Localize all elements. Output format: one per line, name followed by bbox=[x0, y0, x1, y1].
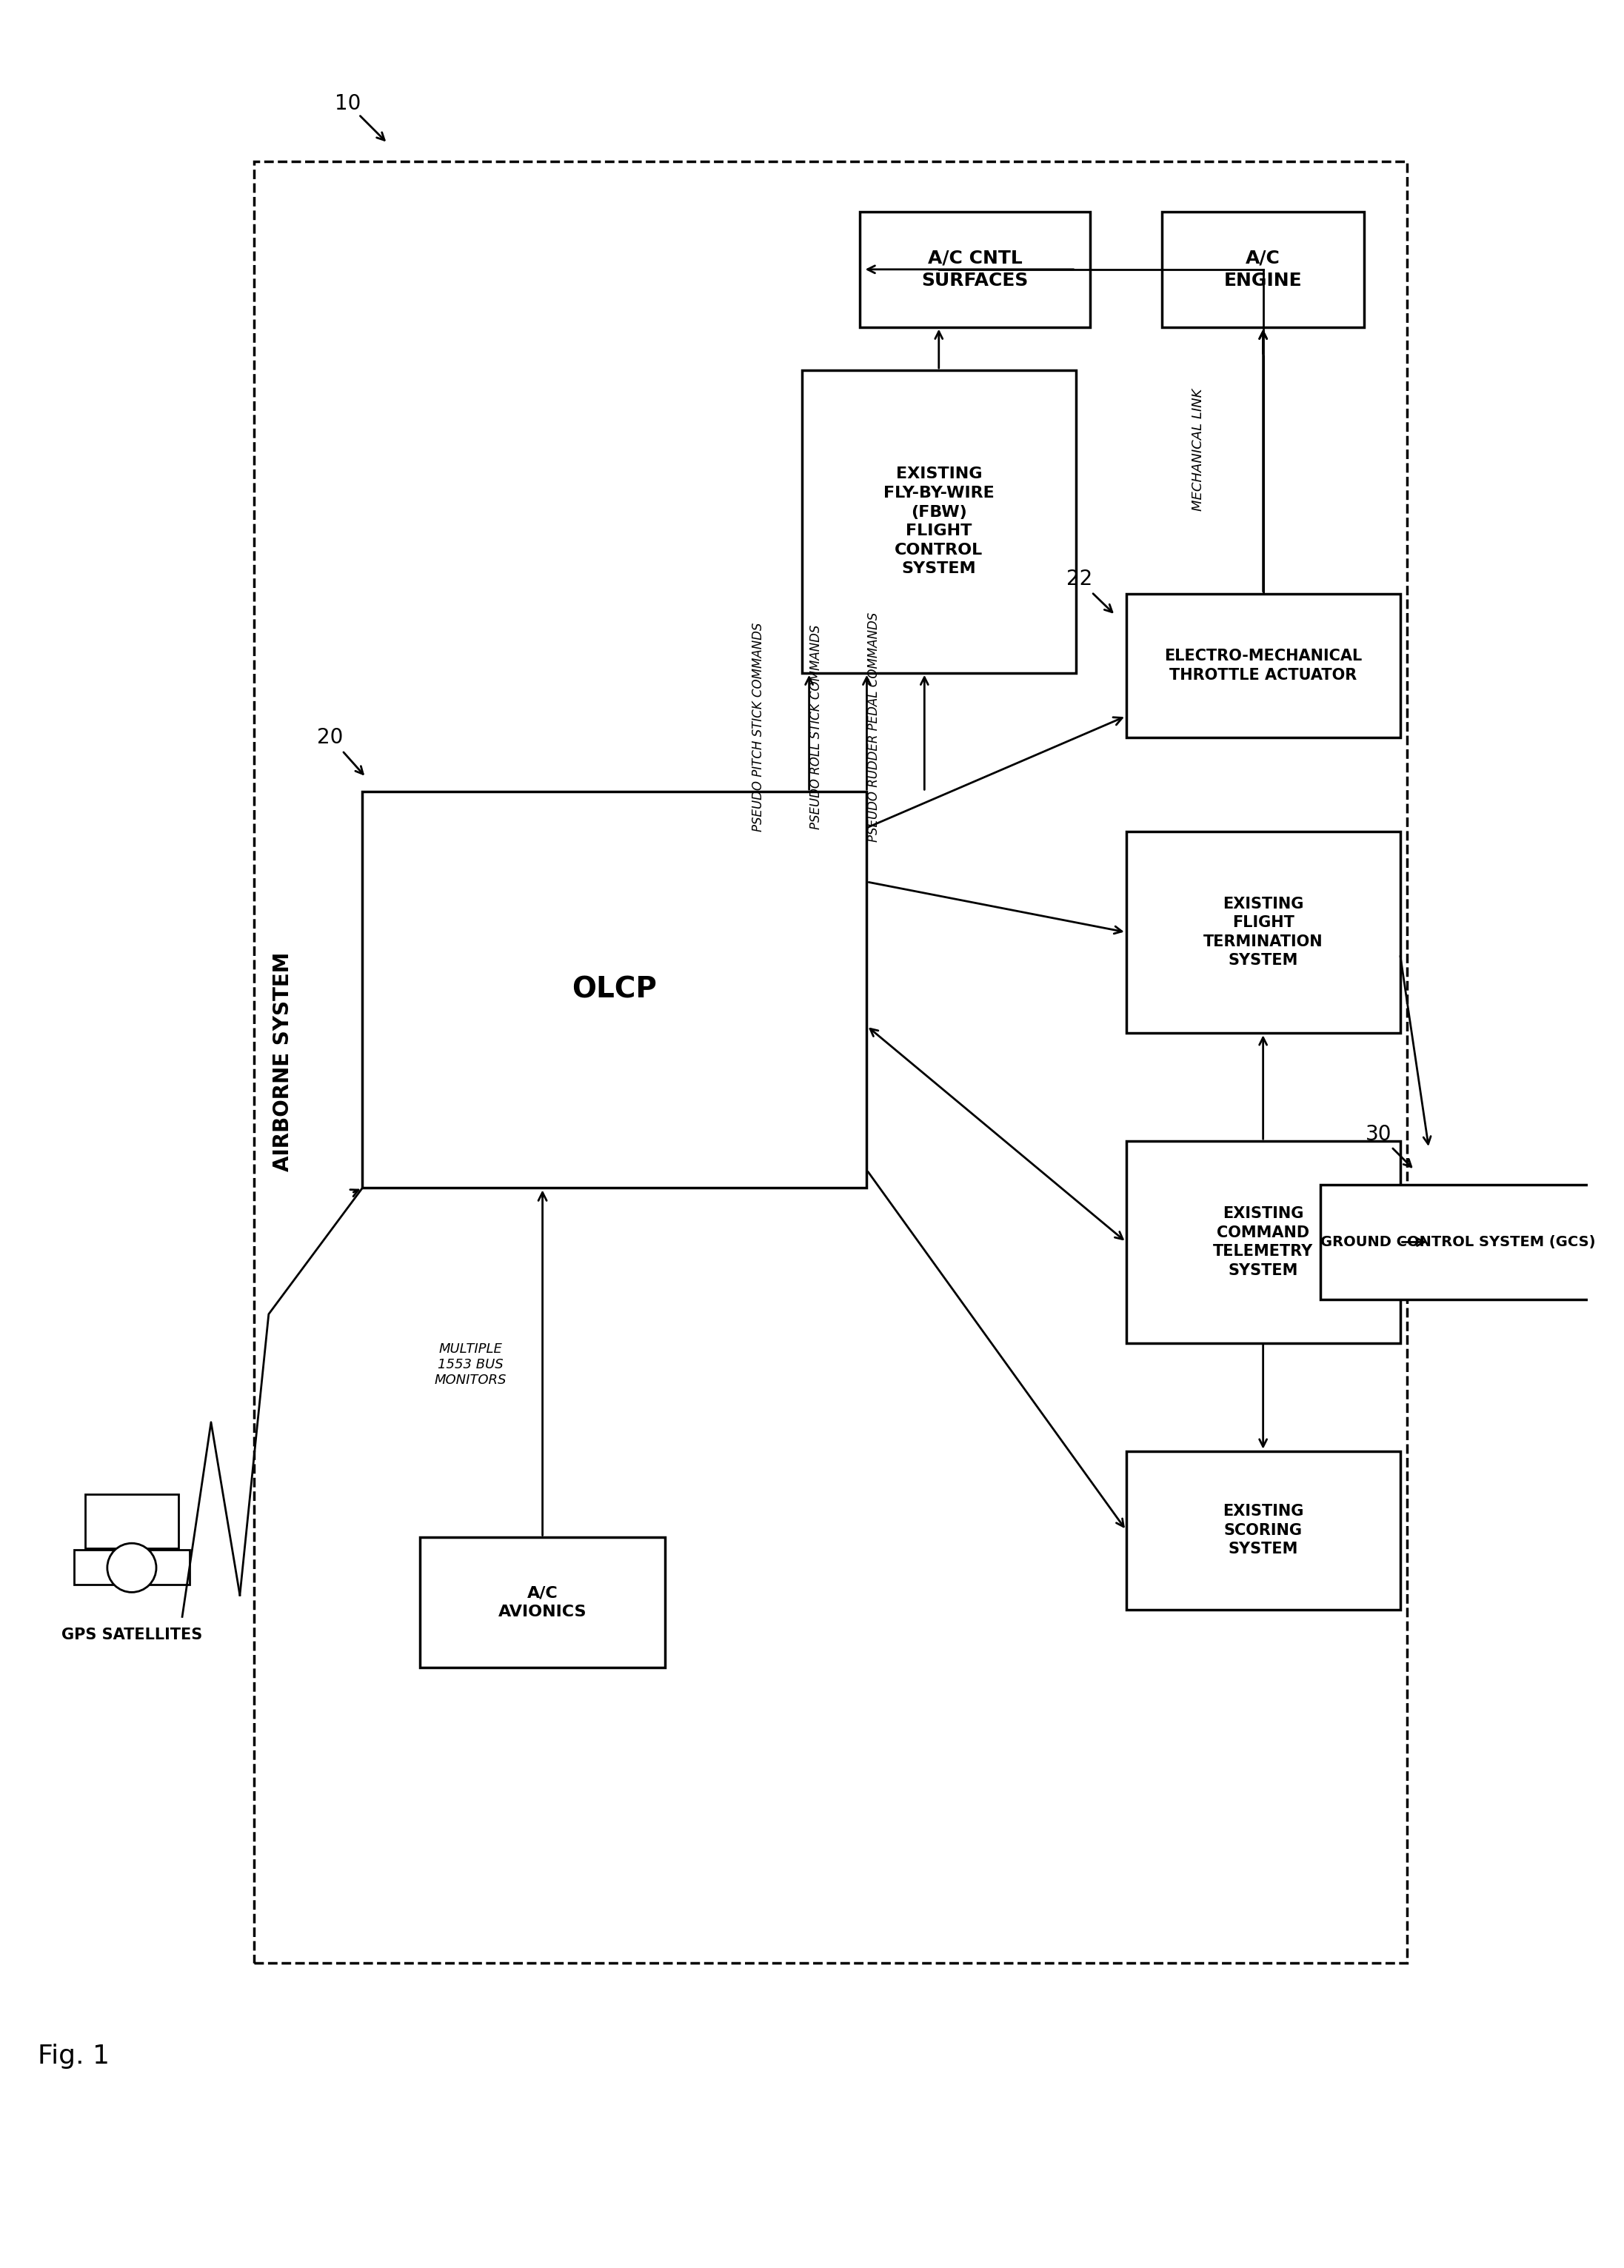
Text: EXISTING
FLY-BY-WIRE
(FBW)
FLIGHT
CONTROL
SYSTEM: EXISTING FLY-BY-WIRE (FBW) FLIGHT CONTRO… bbox=[883, 467, 994, 576]
FancyBboxPatch shape bbox=[1320, 1184, 1595, 1300]
Text: 22: 22 bbox=[1067, 569, 1093, 590]
FancyBboxPatch shape bbox=[84, 1495, 179, 1549]
Text: PSEUDO PITCH STICK COMMANDS: PSEUDO PITCH STICK COMMANDS bbox=[752, 621, 765, 832]
FancyBboxPatch shape bbox=[1125, 832, 1400, 1034]
Text: EXISTING
COMMAND
TELEMETRY
SYSTEM: EXISTING COMMAND TELEMETRY SYSTEM bbox=[1213, 1207, 1314, 1277]
Text: GROUND CONTROL SYSTEM (GCS): GROUND CONTROL SYSTEM (GCS) bbox=[1320, 1236, 1595, 1250]
FancyBboxPatch shape bbox=[255, 161, 1408, 1962]
Text: AIRBORNE SYSTEM: AIRBORNE SYSTEM bbox=[273, 953, 294, 1173]
Text: OLCP: OLCP bbox=[572, 975, 658, 1005]
FancyBboxPatch shape bbox=[1125, 1452, 1400, 1610]
Text: GPS SATELLITES: GPS SATELLITES bbox=[62, 1628, 203, 1642]
Text: A/C CNTL
SURFACES: A/C CNTL SURFACES bbox=[921, 249, 1028, 290]
Text: PSEUDO RUDDER PEDAL COMMANDS: PSEUDO RUDDER PEDAL COMMANDS bbox=[867, 612, 880, 841]
Circle shape bbox=[107, 1542, 156, 1592]
Text: EXISTING
FLIGHT
TERMINATION
SYSTEM: EXISTING FLIGHT TERMINATION SYSTEM bbox=[1203, 896, 1324, 968]
Text: 10: 10 bbox=[335, 93, 361, 113]
FancyBboxPatch shape bbox=[362, 792, 867, 1188]
Text: A/C
ENGINE: A/C ENGINE bbox=[1224, 249, 1302, 290]
Text: PSEUDO ROLL STICK COMMANDS: PSEUDO ROLL STICK COMMANDS bbox=[810, 624, 823, 830]
Text: EXISTING
SCORING
SYSTEM: EXISTING SCORING SYSTEM bbox=[1223, 1504, 1304, 1556]
FancyBboxPatch shape bbox=[859, 211, 1090, 327]
Text: 20: 20 bbox=[317, 728, 343, 748]
FancyBboxPatch shape bbox=[421, 1538, 664, 1667]
Text: ELECTRO-MECHANICAL
THROTTLE ACTUATOR: ELECTRO-MECHANICAL THROTTLE ACTUATOR bbox=[1164, 649, 1363, 683]
FancyBboxPatch shape bbox=[802, 370, 1075, 674]
FancyBboxPatch shape bbox=[1125, 1141, 1400, 1343]
FancyBboxPatch shape bbox=[1163, 211, 1364, 327]
FancyBboxPatch shape bbox=[75, 1549, 190, 1585]
Text: MULTIPLE
1553 BUS
MONITORS: MULTIPLE 1553 BUS MONITORS bbox=[434, 1343, 507, 1386]
Text: MECHANICAL LINK: MECHANICAL LINK bbox=[1192, 388, 1205, 510]
Text: 30: 30 bbox=[1366, 1123, 1392, 1145]
FancyBboxPatch shape bbox=[1125, 594, 1400, 737]
Text: Fig. 1: Fig. 1 bbox=[37, 2043, 110, 2068]
Text: A/C
AVIONICS: A/C AVIONICS bbox=[499, 1585, 586, 1619]
